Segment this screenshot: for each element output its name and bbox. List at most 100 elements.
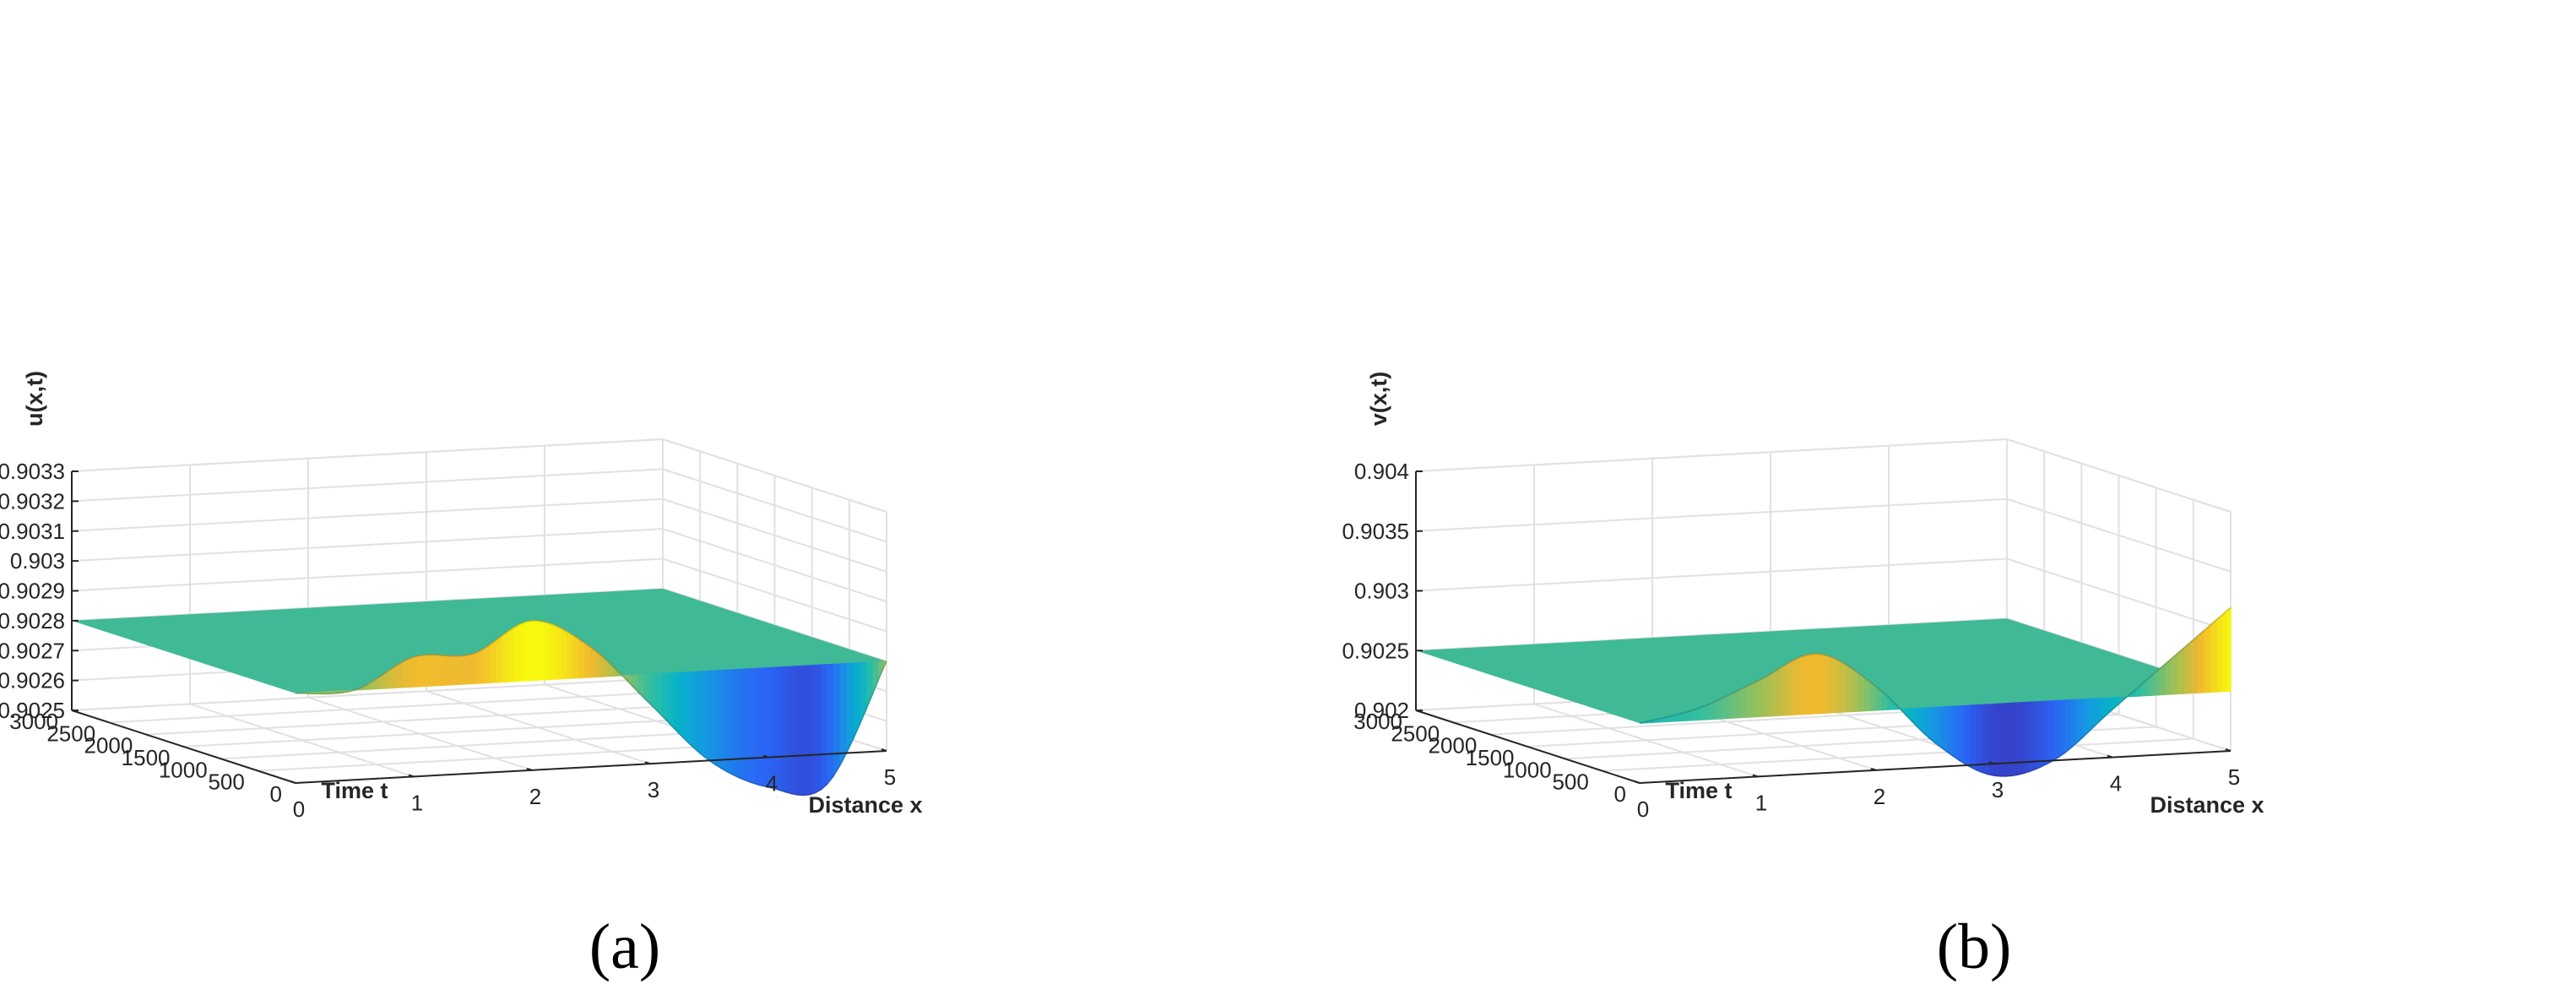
y-axis-label: Time t — [321, 778, 388, 803]
surface-strip — [2191, 636, 2198, 693]
surface-strip — [662, 673, 668, 722]
surface-strip — [1740, 687, 1746, 718]
surface-strip — [1776, 667, 1782, 716]
surface-strip — [479, 648, 485, 683]
surface-strip — [426, 655, 431, 686]
surface-strip — [514, 624, 520, 682]
surface-strip — [2172, 653, 2177, 694]
y-tick-label: 0 — [270, 781, 282, 807]
surface-strip — [739, 669, 745, 780]
surface-strip — [1782, 664, 1787, 715]
surface-strip — [2177, 648, 2184, 694]
surface-strip — [561, 628, 567, 679]
surface-strip — [2198, 630, 2205, 693]
z-tick-label: 0.9025 — [1342, 638, 1409, 663]
surface-strip — [538, 621, 544, 680]
surface-strip — [2018, 703, 2024, 775]
x-tick-label: 5 — [2228, 764, 2240, 790]
surface-strip — [804, 666, 810, 796]
surface-strip — [449, 655, 455, 685]
x-tick-label: 5 — [884, 764, 896, 790]
z-tick-label: 0.903 — [1354, 579, 1409, 604]
surface-strip — [2222, 611, 2226, 692]
z-tick-label: 0.902 — [1354, 698, 1409, 723]
x-tick-label: 1 — [411, 790, 423, 815]
surface-strip — [1935, 707, 1941, 748]
z-tick-label: 0.903 — [10, 548, 65, 574]
x-tick-mark — [290, 781, 296, 783]
surface-strip — [697, 672, 703, 756]
surface-strip — [827, 664, 833, 784]
surface-strip — [520, 622, 526, 681]
y-tick-label: 500 — [1552, 769, 1588, 795]
axes-lines — [1416, 471, 2231, 783]
surface-strip — [2047, 701, 2053, 764]
surface-strip — [402, 660, 408, 688]
back-wall-grid-line — [1416, 499, 2007, 531]
surface-strip — [2000, 704, 2006, 776]
surface-strip — [1817, 654, 1823, 714]
surface-strip — [668, 673, 674, 728]
z-axis-label: v(x,t) — [1366, 372, 1391, 427]
surface-strip — [751, 668, 757, 784]
surface-strip — [1977, 704, 1982, 772]
surface-strip — [786, 666, 792, 794]
surface-strip — [680, 672, 686, 740]
surface-strip — [1787, 661, 1793, 715]
surface-strip — [2012, 703, 2018, 776]
x-tick-label: 4 — [766, 771, 778, 797]
surface-strip — [833, 664, 840, 776]
x-tick-label: 2 — [1874, 784, 1885, 809]
x-tick-mark — [1635, 781, 1640, 783]
axes-grid — [1416, 439, 2231, 783]
surface-strip — [2006, 703, 2012, 776]
surface-strip — [532, 621, 538, 681]
surface-strip — [822, 665, 827, 790]
box-edge — [72, 439, 663, 471]
surface-strip — [1959, 705, 1965, 764]
surface-strip — [780, 666, 786, 792]
x-tick-label: 4 — [2110, 771, 2122, 797]
surface-strip — [2217, 614, 2222, 692]
y-axis-label: Time t — [1665, 778, 1732, 803]
surface-strip — [1852, 669, 1858, 712]
surface-strip — [1965, 705, 1971, 767]
surface-strip — [437, 655, 443, 686]
y-tick-label: 500 — [208, 769, 244, 795]
surface-strip — [810, 665, 816, 794]
back-wall-grid-line — [72, 529, 663, 561]
z-axis-label: u(x,t) — [22, 371, 47, 427]
z-tick-label: 0.9031 — [0, 519, 65, 544]
z-tick-label: 0.9026 — [0, 668, 65, 693]
surface-strip — [1829, 656, 1835, 713]
z-tick-label: 0.9033 — [0, 459, 65, 484]
back-wall-grid-line — [1416, 559, 2007, 591]
back-wall-grid-line — [72, 559, 663, 591]
surface-strip — [757, 668, 762, 786]
surface-strip — [2227, 607, 2231, 691]
surface-strip — [1941, 706, 1947, 752]
surface-strip — [1764, 675, 1770, 717]
surface-strip — [1746, 683, 1752, 717]
surface-strip — [2071, 699, 2077, 748]
surface-strip — [840, 663, 847, 764]
surface-strip — [733, 669, 739, 777]
surface-strip — [443, 655, 449, 685]
surface-strip — [2065, 700, 2071, 753]
surface — [1416, 607, 2231, 776]
surface-strip — [745, 669, 751, 783]
surface-strip — [1799, 655, 1805, 715]
x-tick-label: 1 — [1755, 790, 1767, 815]
surface-strip — [1758, 678, 1764, 717]
surface-strip — [2205, 624, 2211, 693]
surface-strip — [1947, 706, 1953, 756]
surface-strip — [1770, 671, 1776, 716]
z-tick-label: 0.9029 — [0, 579, 65, 604]
panel-label-a: (a) — [589, 911, 660, 982]
surface-strip — [792, 666, 798, 796]
surface-strip — [2042, 701, 2047, 767]
surface-strip — [1722, 695, 1728, 719]
z-tick-label: 0.904 — [1354, 459, 1409, 484]
surface-strip — [2053, 700, 2059, 760]
